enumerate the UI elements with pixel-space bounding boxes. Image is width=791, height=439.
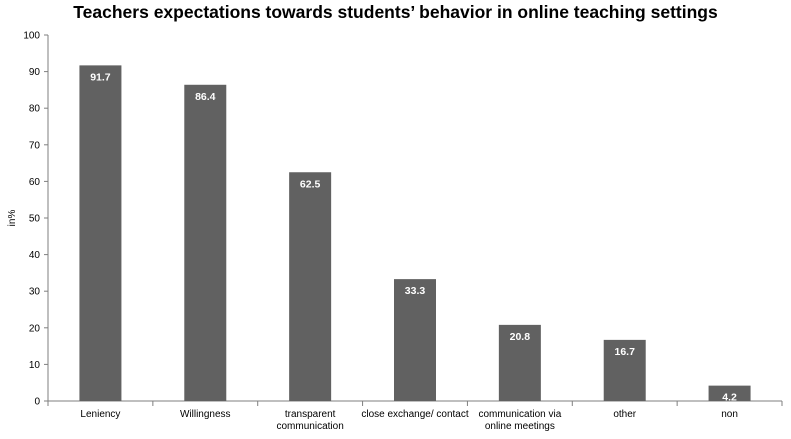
data-label: 4.2 bbox=[722, 392, 737, 404]
bar bbox=[184, 84, 227, 401]
y-tick-label: 100 bbox=[23, 31, 40, 42]
bar bbox=[603, 339, 646, 401]
bar bbox=[708, 385, 751, 401]
x-tick-label: communication bbox=[277, 421, 344, 432]
bar bbox=[289, 172, 332, 401]
y-tick-label: 0 bbox=[34, 397, 40, 408]
data-label: 20.8 bbox=[510, 331, 531, 343]
x-tick-label: close exchange/ contact bbox=[361, 409, 469, 420]
y-tick-label: 20 bbox=[29, 323, 41, 334]
y-tick-label: 80 bbox=[29, 104, 41, 115]
bars bbox=[79, 65, 751, 402]
bar bbox=[79, 65, 122, 402]
y-axis-title: in% bbox=[7, 210, 18, 227]
y-tick-label: 70 bbox=[29, 140, 41, 151]
data-label: 91.7 bbox=[90, 71, 111, 83]
x-tick-label: non bbox=[721, 409, 738, 420]
data-label: 16.7 bbox=[614, 346, 635, 358]
data-label: 33.3 bbox=[405, 285, 426, 297]
labels: in% 91.7 Leniency 86.4 Willingness 62.5 transp… bbox=[7, 71, 738, 432]
x-tick-label: Willingness bbox=[180, 409, 231, 420]
y-tick-label: 90 bbox=[29, 67, 41, 78]
bar bbox=[394, 279, 436, 401]
x-tick-label: communication via bbox=[478, 409, 561, 420]
y-tick-label: 60 bbox=[29, 177, 41, 188]
x-tick-label: online meetings bbox=[485, 421, 555, 432]
x-tick-label: other bbox=[613, 409, 636, 420]
chart-title: Teachers expectations towards students’ … bbox=[73, 2, 718, 22]
y-tick-label: 40 bbox=[29, 250, 41, 261]
y-tick-label: 30 bbox=[29, 287, 41, 298]
data-label: 86.4 bbox=[195, 91, 216, 103]
x-tick-label: Leniency bbox=[80, 409, 120, 420]
bar bbox=[498, 324, 541, 401]
y-tick-label: 50 bbox=[29, 214, 41, 225]
y-tick-label: 10 bbox=[29, 360, 41, 371]
data-label: 62.5 bbox=[300, 178, 321, 190]
x-tick-label: transparent bbox=[285, 409, 336, 420]
